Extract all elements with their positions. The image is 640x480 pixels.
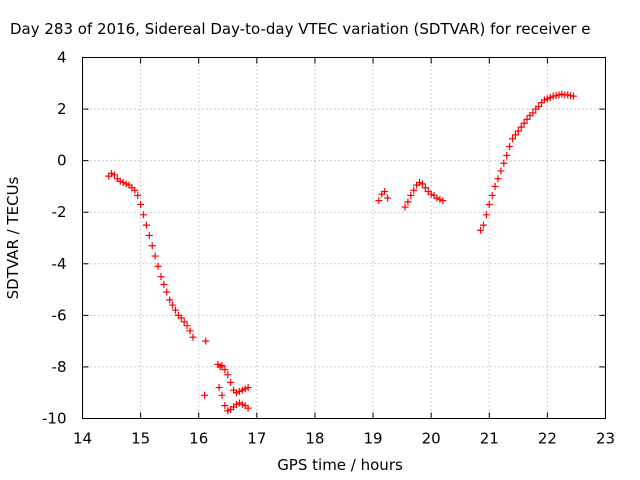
data-point bbox=[494, 175, 502, 183]
data-point bbox=[439, 197, 447, 205]
x-tick-label: 15 bbox=[131, 430, 150, 448]
data-point bbox=[482, 211, 490, 219]
data-point bbox=[384, 194, 392, 202]
data-point bbox=[177, 314, 185, 322]
data-point bbox=[523, 115, 531, 123]
data-point bbox=[244, 384, 252, 392]
data-point bbox=[221, 402, 229, 410]
data-point bbox=[514, 127, 522, 135]
data-point bbox=[503, 151, 511, 159]
chart-title: Day 283 of 2016, Sidereal Day-to-day VTE… bbox=[10, 20, 591, 38]
data-point bbox=[421, 184, 429, 192]
data-point bbox=[570, 92, 578, 100]
data-point bbox=[169, 301, 177, 309]
data-point bbox=[224, 371, 232, 379]
data-point bbox=[166, 296, 174, 304]
data-point bbox=[477, 226, 485, 234]
y-axis-label: SDTVAR / TECUs bbox=[4, 176, 22, 299]
data-point bbox=[529, 109, 537, 117]
y-axis-ticks: -10 -8 -6 -4 -2 0 2 4 bbox=[42, 49, 606, 428]
data-point bbox=[218, 391, 226, 399]
y-tick-label: -6 bbox=[52, 306, 67, 324]
x-tick-label: 21 bbox=[480, 430, 499, 448]
data-point bbox=[140, 211, 148, 219]
x-tick-label: 17 bbox=[247, 430, 266, 448]
data-point bbox=[215, 384, 223, 392]
data-point bbox=[189, 333, 197, 341]
data-point bbox=[509, 135, 517, 143]
x-axis-label: GPS time / hours bbox=[277, 456, 403, 474]
data-point bbox=[151, 252, 159, 260]
data-point bbox=[142, 221, 150, 229]
data-point bbox=[131, 186, 139, 194]
y-tick-label: -2 bbox=[52, 203, 67, 221]
data-point bbox=[410, 186, 418, 194]
data-point bbox=[404, 198, 412, 206]
x-tick-label: 18 bbox=[305, 430, 324, 448]
data-point bbox=[511, 131, 519, 139]
data-point bbox=[148, 242, 156, 250]
data-point bbox=[183, 322, 191, 330]
data-point bbox=[171, 306, 179, 314]
data-point bbox=[375, 197, 383, 205]
y-tick-label: -4 bbox=[52, 255, 67, 273]
x-axis-ticks: 14 15 16 17 18 19 20 21 22 23 bbox=[73, 57, 615, 448]
data-point bbox=[201, 391, 209, 399]
x-tick-label: 22 bbox=[538, 430, 557, 448]
y-tick-label: -10 bbox=[42, 410, 67, 428]
data-point bbox=[186, 327, 194, 335]
data-point bbox=[485, 200, 493, 208]
y-tick-label: 4 bbox=[57, 49, 67, 67]
x-tick-label: 20 bbox=[422, 430, 441, 448]
x-tick-label: 19 bbox=[364, 430, 383, 448]
data-point bbox=[160, 280, 168, 288]
data-point bbox=[506, 142, 514, 150]
plot-frame bbox=[82, 57, 606, 419]
data-point bbox=[202, 337, 210, 345]
data-point bbox=[500, 159, 508, 167]
data-point bbox=[535, 102, 543, 110]
data-point bbox=[227, 378, 235, 386]
y-tick-label: -8 bbox=[52, 358, 67, 376]
data-point bbox=[488, 191, 496, 199]
data-point bbox=[218, 362, 226, 370]
y-tick-label: 2 bbox=[57, 100, 67, 118]
y-tick-label: 0 bbox=[57, 152, 67, 170]
data-point bbox=[381, 188, 389, 196]
data-point bbox=[517, 123, 525, 131]
data-point bbox=[418, 180, 426, 188]
data-point bbox=[479, 221, 487, 229]
x-tick-label: 14 bbox=[73, 430, 92, 448]
data-point bbox=[401, 203, 409, 211]
data-point bbox=[154, 262, 162, 270]
data-point bbox=[163, 288, 171, 296]
data-point bbox=[221, 366, 229, 374]
data-point bbox=[145, 231, 153, 239]
data-point bbox=[497, 167, 505, 175]
data-point bbox=[157, 273, 165, 281]
grid bbox=[82, 57, 606, 419]
data-point bbox=[520, 119, 528, 127]
data-point bbox=[180, 318, 188, 326]
data-point bbox=[491, 182, 499, 190]
data-point bbox=[407, 191, 415, 199]
data-points bbox=[105, 90, 578, 415]
data-point bbox=[134, 191, 142, 199]
data-point bbox=[110, 171, 118, 179]
x-tick-label: 23 bbox=[596, 430, 615, 448]
x-tick-label: 16 bbox=[189, 430, 208, 448]
data-point bbox=[137, 200, 145, 208]
data-point bbox=[244, 404, 252, 412]
